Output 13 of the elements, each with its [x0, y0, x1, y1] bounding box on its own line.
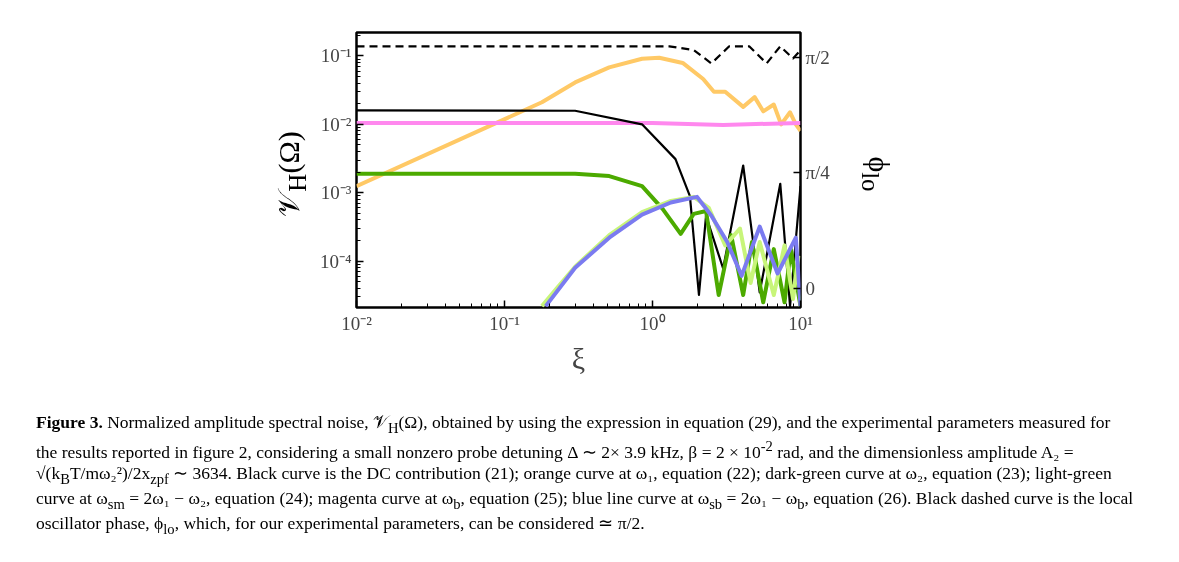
y-tick-label: 10⁻¹ [320, 45, 352, 67]
caption: Figure 3. [36, 412, 103, 432]
x-tick-label: 10¹ [788, 312, 814, 334]
y2-tick-label: π/2 [805, 46, 830, 68]
y-tick-label: 10⁻² [320, 113, 352, 135]
y-tick-label: 10⁻⁴ [319, 250, 352, 272]
x-axis-title: ξ [571, 341, 586, 375]
y2-tick-label: π/4 [805, 162, 831, 184]
x-tick-label: 10⁻² [341, 312, 373, 334]
y-tick-label: 10⁻³ [320, 182, 352, 204]
x-tick-label: 10⁻¹ [489, 312, 521, 334]
y2-tick-label: 0 [805, 277, 815, 299]
x-tick-label: 10⁰ [639, 312, 666, 334]
